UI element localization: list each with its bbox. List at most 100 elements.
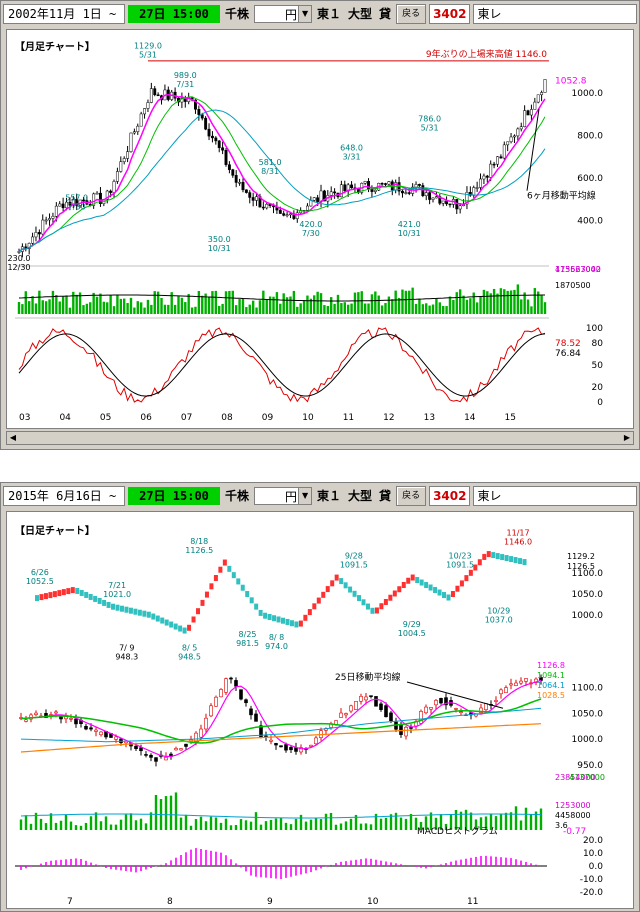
volume-bar	[479, 817, 483, 830]
candle	[24, 719, 28, 722]
price-tick-label: 950.0	[577, 761, 603, 771]
time-field[interactable]: 27日 15:00	[128, 487, 220, 505]
candle	[261, 206, 265, 209]
volume-bar	[282, 293, 285, 314]
pf-box	[352, 590, 357, 597]
volume-label: 3.6	[555, 821, 568, 830]
pf-box	[204, 591, 209, 598]
volume-bar	[357, 292, 360, 314]
year-label: 09	[262, 413, 274, 423]
candle	[526, 110, 530, 116]
candle	[98, 192, 102, 204]
annotation-date: 5/31	[421, 123, 439, 132]
year-label: 05	[100, 413, 111, 423]
volume-bar	[167, 304, 170, 314]
volume-bar	[211, 291, 214, 314]
month-label: 10	[367, 897, 379, 907]
volume-bar	[329, 812, 333, 830]
time-field[interactable]: 27日 15:00	[128, 5, 220, 23]
volume-bar	[180, 297, 184, 314]
pf-box	[468, 569, 473, 576]
pf-box	[365, 603, 370, 610]
volume-bar	[306, 295, 309, 314]
volume-bar	[119, 298, 123, 314]
volume-bar	[134, 820, 138, 830]
candle	[209, 705, 213, 717]
candle	[364, 696, 368, 701]
ma-label: 6ヶ月移動平均線	[527, 190, 596, 202]
scroll-right-icon[interactable]: ▶	[621, 432, 633, 444]
volume-bar	[319, 819, 323, 830]
volume-bar	[48, 299, 51, 314]
stock-code[interactable]: 3402	[429, 4, 471, 24]
currency-select[interactable]: 円 ▼	[254, 487, 313, 505]
volume-bar	[304, 821, 308, 830]
pf-box	[370, 607, 375, 614]
pf-box	[84, 591, 89, 598]
candle	[241, 181, 245, 191]
scrollbar-top[interactable]: ◀ ▶	[6, 431, 634, 445]
pf-box	[289, 620, 294, 627]
volume-bar	[149, 812, 153, 830]
chevron-down-icon[interactable]: ▼	[298, 6, 312, 22]
candle	[492, 163, 496, 166]
stoch-k-value: 78.52	[555, 339, 581, 349]
volume-bar	[262, 290, 265, 314]
candle	[339, 712, 343, 718]
volume-bar	[197, 290, 201, 314]
back-button[interactable]: 戻る	[396, 486, 427, 506]
candle	[278, 209, 282, 214]
pf-box	[213, 575, 218, 582]
pf-box	[500, 554, 505, 561]
volume-bar	[184, 814, 188, 830]
volume-bar	[340, 303, 343, 314]
ma6-line	[18, 94, 546, 253]
volume-bar	[194, 306, 197, 314]
volume-bar	[69, 821, 73, 830]
pf-box	[102, 599, 107, 606]
date-field[interactable]: 2015年 6月16日 ~	[3, 486, 125, 506]
volume-bar	[401, 289, 404, 314]
volume-bar	[38, 290, 41, 314]
pf-box	[267, 613, 272, 620]
candle	[69, 718, 73, 720]
candle	[134, 745, 138, 750]
volume-bar	[264, 821, 268, 830]
pf-box	[39, 594, 44, 601]
pf-box	[178, 625, 183, 632]
unit-label: 千株	[225, 489, 250, 503]
candle	[112, 181, 116, 193]
candle	[248, 192, 252, 198]
volume-bar	[112, 306, 116, 314]
candle	[407, 192, 411, 194]
candle	[533, 101, 537, 110]
back-button[interactable]: 戻る	[396, 4, 427, 24]
volume-bar	[279, 303, 282, 314]
volume-bar	[419, 822, 423, 830]
pf-box	[187, 624, 192, 631]
pf-box	[325, 586, 330, 593]
price-tick-label: 400.0	[577, 216, 603, 226]
pf-box	[245, 591, 250, 598]
pf-annotation-date: 8/ 5	[182, 644, 197, 653]
volume-bar	[144, 823, 148, 830]
chevron-down-icon[interactable]: ▼	[298, 488, 312, 504]
volume-bar	[533, 288, 537, 314]
pf-box	[388, 594, 393, 601]
volume-bar	[465, 299, 469, 314]
candle	[251, 197, 255, 201]
currency-select[interactable]: 円 ▼	[254, 5, 313, 23]
candle	[448, 203, 452, 206]
date-field[interactable]: 2002年11月 1日 ~	[3, 4, 125, 24]
candle	[434, 196, 438, 199]
volume-bar	[169, 795, 173, 830]
scroll-left-icon[interactable]: ◀	[7, 432, 19, 444]
volume-bar	[109, 824, 113, 830]
volume-bar	[44, 823, 48, 830]
candle	[68, 201, 72, 206]
candle	[54, 205, 58, 217]
pf-box	[321, 591, 326, 598]
pf-box	[142, 610, 147, 617]
stock-code[interactable]: 3402	[429, 486, 471, 506]
candle	[146, 102, 150, 109]
